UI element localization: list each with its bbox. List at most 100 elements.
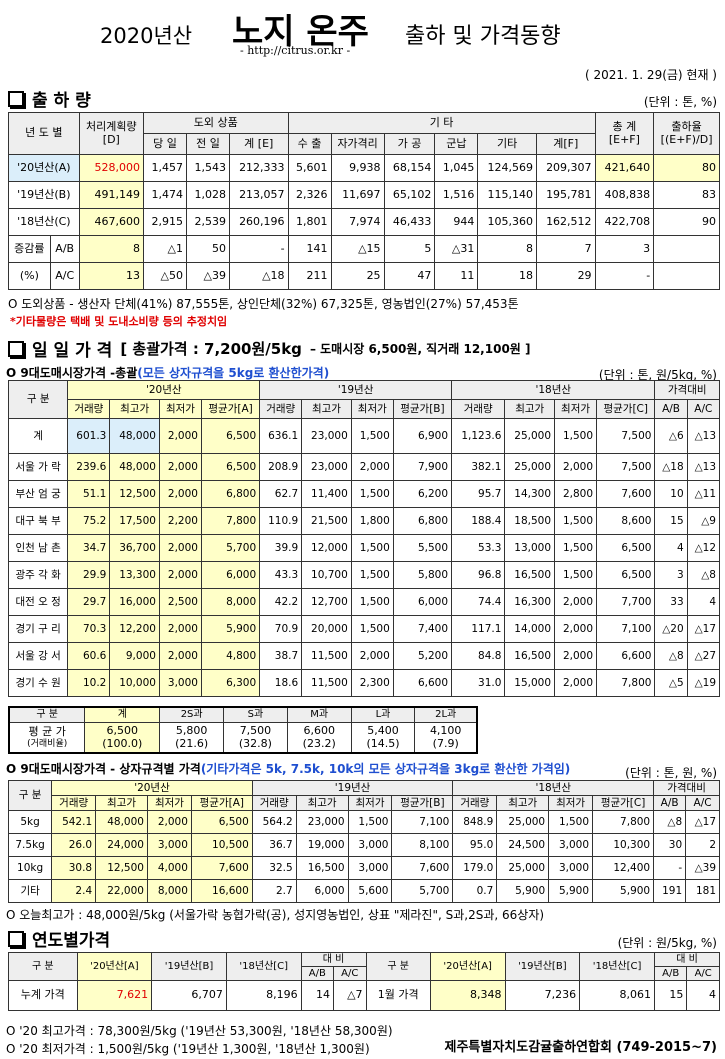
- data-row: (%) A/C 13 △50 △39 △18 211 25 47 11 18 29-: [8, 262, 720, 290]
- note: *기타물량은 택배 및 도내소비량 등의 추정치임: [10, 315, 228, 328]
- table-cell: 5,900: [592, 879, 655, 903]
- table-cell: 5,400 (14.5): [350, 722, 416, 754]
- table-cell: 8,061: [579, 980, 655, 1011]
- table-cell: △15: [330, 235, 385, 263]
- header-cell: 가격대비: [654, 380, 720, 400]
- table-cell: △8: [654, 642, 688, 670]
- header-cell: 도외 상품: [142, 112, 289, 134]
- table-cell: 2,000: [158, 642, 202, 670]
- table-cell: 11,500: [301, 642, 352, 670]
- data-row: '19년산(B) 491,149 1,474 1,028 213,057 2,326 11,…: [8, 181, 720, 209]
- table-cell: 30: [653, 833, 687, 857]
- table-cell: 10,700: [301, 561, 352, 589]
- table-cell: 7,600: [190, 856, 253, 880]
- ratio: (21.6): [175, 736, 209, 750]
- table-cell: 213,057: [228, 181, 289, 209]
- table-cell: 16,500: [504, 561, 556, 589]
- table-cell: 13,000: [504, 534, 556, 562]
- header-row: 구 분 '20년산 '19년산 '18년산 가격대비: [7, 780, 720, 811]
- header-cell: A/C: [333, 966, 367, 981]
- table-cell: 8,000: [200, 588, 261, 616]
- header-cell: 거래량: [51, 795, 97, 811]
- size-price-table: 구 분 '20년산 '19년산 '18년산 가격대비 거래량 최고가 최저가 평균가[A] 거래량…: [7, 780, 720, 903]
- table-cell: 6,900: [392, 418, 453, 454]
- header-cell: 평균가[C]: [592, 795, 655, 811]
- table-cell: 95.7: [451, 480, 506, 508]
- table-cell: 36.7: [251, 833, 297, 857]
- table-body: 5kg 542.1 48,000 2,000 6,500 564.2 23,000 1,500…: [7, 810, 720, 903]
- table-cell: △8: [686, 561, 721, 589]
- table-cell: 7,500: [596, 453, 656, 481]
- header-cell: 평균가[B]: [392, 399, 453, 419]
- header-cell: M과: [286, 706, 352, 723]
- table-cell: 70.3: [67, 615, 111, 643]
- table-cell: 6,800: [200, 480, 261, 508]
- table-cell: 3,000: [158, 669, 202, 697]
- data-row: 서울 가 락 239.6 48,000 2,000 6,500 208.9 23,000 2,…: [7, 453, 721, 481]
- table-cell: 21,500: [301, 507, 352, 535]
- table-cell: 8: [78, 235, 144, 263]
- header-cell: 최고가: [504, 399, 556, 419]
- section-title: 출 하 량: [8, 86, 91, 111]
- table-cell: 6,600 (23.2): [286, 722, 352, 754]
- table-cell: 2,000: [554, 453, 598, 481]
- table-body: '20년산(A) 528,000 1,457 1,543 212,333 5,601 9,9…: [8, 154, 720, 290]
- section-title-text: 일 일 가 격: [32, 341, 113, 361]
- table-cell: 2,000: [158, 480, 202, 508]
- price: 5,400: [367, 723, 399, 737]
- header-cell: 당 일: [142, 133, 187, 155]
- row-label: 대전 오 정: [7, 588, 69, 616]
- table-cell: 5,200: [392, 642, 453, 670]
- table-cell: 8: [477, 235, 537, 263]
- data-row: 누계 가격 7,621 6,707 8,196 14 △7 1월 가격 8,348 7,236 8…: [8, 980, 720, 1011]
- table-cell: 12,200: [109, 615, 160, 643]
- section-title: 일 일 가 격 [ 총괄가격 : 7,200원/5kg – 도매시장 6,500원,…: [8, 336, 531, 361]
- table-cell: 260,196: [228, 208, 289, 236]
- table-cell: 5,900: [200, 615, 261, 643]
- table-cell: 105,360: [477, 208, 537, 236]
- header-cell: 거래량: [259, 399, 303, 419]
- table-cell: 10.2: [67, 669, 111, 697]
- table-cell: 42.2: [259, 588, 303, 616]
- table-cell: 14: [300, 980, 335, 1011]
- data-row: 부산 엄 궁 51.1 12,500 2,000 6,800 62.7 11,400 1,50…: [7, 480, 721, 508]
- empty-cell: [653, 262, 720, 290]
- table-cell: 117.1: [451, 615, 506, 643]
- header-cell: 처리계획량 [D]: [78, 112, 144, 155]
- header-cell: 계 [E]: [228, 133, 289, 155]
- table-cell: 9,000: [109, 642, 160, 670]
- table-cell: 14,300: [504, 480, 556, 508]
- table-cell: 20,000: [301, 615, 352, 643]
- table-cell: 382.1: [451, 453, 506, 481]
- row-label: '19년산(B): [8, 181, 80, 209]
- row-label: 인천 남 촌: [7, 534, 69, 562]
- table-cell: 181: [685, 879, 720, 903]
- header-cell: 거래량: [251, 795, 297, 811]
- header-cell: '20년산: [67, 380, 261, 400]
- unit: (단위 : 톤, 원/5kg, %): [598, 368, 717, 382]
- title: 노지 온주: [232, 12, 369, 52]
- table-cell: 96.8: [451, 561, 506, 589]
- table-cell: 1,500: [554, 418, 598, 454]
- sub-label-text: O 9대도매시장가격 - 상자규격별 가격: [6, 762, 201, 776]
- header-cell: 평균가[A]: [200, 399, 261, 419]
- section-title-text: 출 하 량: [32, 91, 91, 111]
- data-row: 서울 강 서 60.6 9,000 2,000 4,800 38.7 11,500 2,000…: [7, 642, 721, 670]
- row-label: 광주 각 화: [7, 561, 69, 589]
- price: 4,100: [429, 723, 462, 737]
- table-cell: 95.0: [452, 833, 498, 857]
- table-cell: 2,300: [350, 669, 394, 697]
- table-cell: 124,569: [477, 154, 537, 182]
- table-cell: 2,000: [554, 642, 598, 670]
- table-cell: 25,000: [496, 810, 550, 834]
- table-cell: △39: [685, 856, 720, 880]
- data-row: 인천 남 촌 34.7 36,700 2,000 5,700 39.9 12,000 1,50…: [7, 534, 721, 562]
- table-cell: 25,000: [496, 856, 550, 880]
- table-cell: △17: [685, 810, 720, 834]
- table-cell: 6,500: [596, 561, 656, 589]
- table-cell: 1,801: [287, 208, 332, 236]
- header-cell: '20년산[A]: [429, 952, 506, 981]
- table-cell: 8,196: [225, 980, 302, 1011]
- table-cell: 6,500 (100.0): [84, 722, 161, 754]
